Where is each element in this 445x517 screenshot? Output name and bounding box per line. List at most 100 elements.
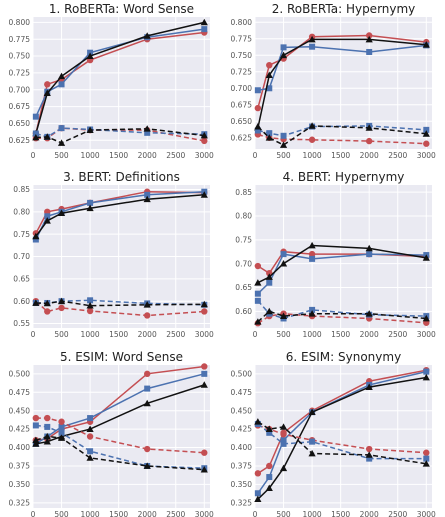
data-point-triangle: [254, 495, 262, 503]
data-point-circle: [280, 431, 287, 438]
y-tick-label: 0.450: [9, 406, 31, 415]
x-tick-label: 0: [253, 151, 258, 160]
y-tick-label: 0.70: [235, 259, 252, 268]
data-point-triangle: [57, 434, 66, 441]
data-point-square: [266, 279, 273, 286]
data-point-circle: [86, 433, 94, 440]
data-point-square: [32, 113, 39, 120]
y-tick-label: 0.675: [9, 102, 31, 111]
y-tick-label: 0.650: [9, 119, 31, 128]
x-tick-label: 1000: [81, 151, 100, 160]
data-point-square: [58, 429, 65, 436]
y-tick-label: 0.700: [231, 84, 253, 93]
y-tick-label: 0.475: [9, 388, 31, 397]
data-point-triangle: [143, 399, 151, 407]
data-point-triangle: [200, 131, 208, 139]
y-tick-label: 0.85: [235, 188, 252, 197]
y-tick-label: 0.650: [231, 117, 253, 126]
data-point-square: [266, 429, 273, 436]
data-point-triangle: [279, 312, 288, 319]
data-point-triangle: [200, 300, 208, 308]
y-tick-label: 0.675: [231, 100, 253, 109]
series-line-blue-solid: [35, 190, 205, 240]
x-tick-label: 2500: [388, 151, 407, 160]
data-point-square: [87, 448, 94, 455]
data-point-triangle: [254, 418, 262, 425]
y-tick-label: 0.350: [9, 480, 31, 489]
data-point-triangle: [57, 209, 66, 217]
x-tick-label: 0: [253, 510, 258, 517]
x-tick-label: 1500: [331, 510, 350, 517]
y-tick-label: 0.400: [9, 443, 31, 452]
x-tick-label: 0: [31, 510, 36, 517]
data-point-triangle: [265, 134, 273, 141]
y-tick-label: 0.700: [9, 85, 31, 94]
data-point-circle: [266, 61, 273, 69]
y-tick-label: 0.775: [9, 35, 31, 44]
data-point-triangle: [32, 133, 40, 141]
x-tick-label: 0: [253, 330, 258, 339]
data-point-circle: [32, 414, 40, 422]
data-point-triangle: [308, 310, 316, 317]
panel-title: 3. BERT: Definitions: [63, 170, 180, 184]
data-point-square: [280, 132, 287, 139]
data-point-circle: [423, 140, 430, 147]
data-point-circle: [266, 462, 273, 470]
data-point-square: [32, 130, 39, 137]
data-point-square: [280, 44, 287, 51]
panel-title: 1. RoBERTa: Word Sense: [49, 2, 194, 16]
data-point-square: [366, 48, 373, 55]
data-point-square: [254, 290, 261, 297]
data-point-square: [254, 87, 261, 94]
x-tick-label: 2000: [360, 151, 379, 160]
x-tick-label: 3000: [417, 151, 436, 160]
data-point-triangle: [279, 51, 288, 59]
data-point-square: [58, 81, 65, 88]
y-tick-label: 0.375: [9, 462, 31, 471]
y-tick-label: 0.325: [9, 498, 31, 507]
data-point-triangle: [200, 191, 208, 198]
data-point-triangle: [279, 141, 288, 148]
data-point-square: [201, 370, 208, 377]
data-point-triangle: [365, 310, 373, 317]
y-tick-label: 0.625: [231, 133, 253, 142]
data-point-triangle: [422, 41, 430, 48]
data-point-triangle: [43, 432, 51, 440]
data-point-square: [366, 251, 373, 258]
x-tick-label: 500: [276, 151, 291, 160]
y-tick-label: 0.60: [235, 307, 252, 316]
x-tick-label: 3000: [195, 151, 214, 160]
data-point-triangle: [265, 425, 273, 433]
data-point-circle: [86, 307, 94, 315]
data-point-square: [309, 43, 316, 50]
y-tick-label: 0.425: [231, 425, 253, 434]
x-tick-label: 1000: [81, 330, 100, 339]
x-tick-label: 2000: [138, 330, 157, 339]
data-point-circle: [143, 445, 151, 453]
data-point-square: [280, 437, 287, 444]
panel-title: 2. RoBERTa: Hypernymy: [272, 2, 416, 16]
data-point-circle: [143, 370, 151, 378]
y-tick-label: 0.400: [231, 443, 253, 452]
y-tick-label: 0.475: [231, 388, 253, 397]
y-tick-label: 0.750: [9, 52, 31, 61]
data-point-square: [266, 130, 273, 137]
x-tick-label: 1000: [81, 510, 100, 517]
x-tick-label: 2500: [166, 510, 185, 517]
data-point-circle: [254, 104, 262, 112]
data-point-square: [423, 126, 430, 133]
data-point-square: [266, 85, 273, 92]
panel-1: 0.625 0.650 0.675 0.700 0.725 0.750 0.775 0.800…: [9, 2, 215, 160]
data-point-square: [144, 191, 151, 198]
data-point-square: [266, 474, 273, 481]
data-point-square: [44, 213, 51, 220]
y-tick-label: 0.800: [9, 18, 31, 27]
x-tick-label: 1500: [109, 151, 128, 160]
data-point-triangle: [86, 302, 94, 309]
data-point-square: [309, 438, 316, 445]
x-tick-label: 2500: [388, 510, 407, 517]
x-tick-label: 1000: [303, 510, 322, 517]
data-point-triangle: [43, 89, 51, 96]
